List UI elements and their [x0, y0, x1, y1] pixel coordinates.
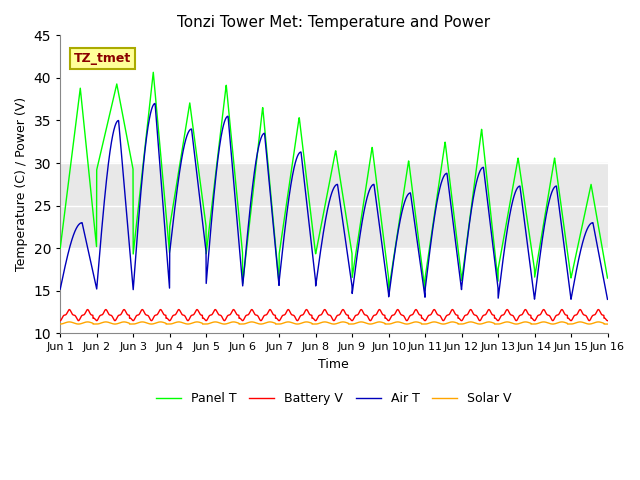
- Panel T: [421, 288, 429, 293]
- Battery V: [290, 312, 298, 318]
- Battery V: [593, 309, 601, 314]
- Panel T: [56, 245, 64, 251]
- Bar: [60, 163, 607, 248]
- Solar V: [65, 319, 73, 325]
- Solar V: [534, 321, 542, 326]
- Panel T: [266, 185, 274, 191]
- Solar V: [266, 319, 274, 325]
- Air T: [152, 103, 159, 109]
- Panel T: [290, 150, 298, 156]
- Solar V: [56, 321, 64, 327]
- Air T: [266, 191, 274, 196]
- Line: Solar V: Solar V: [60, 322, 607, 324]
- Legend: Panel T, Battery V, Air T, Solar V: Panel T, Battery V, Air T, Solar V: [151, 387, 516, 410]
- Panel T: [593, 216, 601, 222]
- Solar V: [152, 320, 159, 326]
- Battery V: [56, 318, 64, 324]
- Title: Tonzi Tower Met: Temperature and Power: Tonzi Tower Met: Temperature and Power: [177, 15, 490, 30]
- Battery V: [119, 308, 127, 314]
- Solar V: [604, 321, 611, 327]
- Panel T: [604, 275, 611, 281]
- Panel T: [152, 92, 159, 97]
- Panel T: [534, 253, 542, 259]
- Solar V: [290, 321, 298, 326]
- Battery V: [152, 312, 159, 318]
- Y-axis label: Temperature (C) / Power (V): Temperature (C) / Power (V): [15, 97, 28, 271]
- Air T: [151, 101, 159, 107]
- Air T: [119, 164, 127, 170]
- Air T: [56, 286, 64, 292]
- Line: Panel T: Panel T: [60, 72, 607, 290]
- Battery V: [534, 312, 542, 318]
- Panel T: [119, 112, 127, 118]
- Battery V: [65, 307, 73, 312]
- Text: TZ_tmet: TZ_tmet: [74, 52, 131, 65]
- Panel T: [149, 70, 157, 75]
- Line: Battery V: Battery V: [60, 310, 607, 321]
- Solar V: [593, 319, 601, 325]
- X-axis label: Time: Time: [319, 358, 349, 371]
- Air T: [593, 241, 601, 247]
- Solar V: [119, 319, 127, 325]
- Air T: [604, 297, 611, 302]
- Line: Air T: Air T: [60, 104, 607, 300]
- Battery V: [266, 307, 274, 312]
- Air T: [534, 269, 542, 275]
- Air T: [290, 165, 298, 171]
- Battery V: [604, 318, 611, 324]
